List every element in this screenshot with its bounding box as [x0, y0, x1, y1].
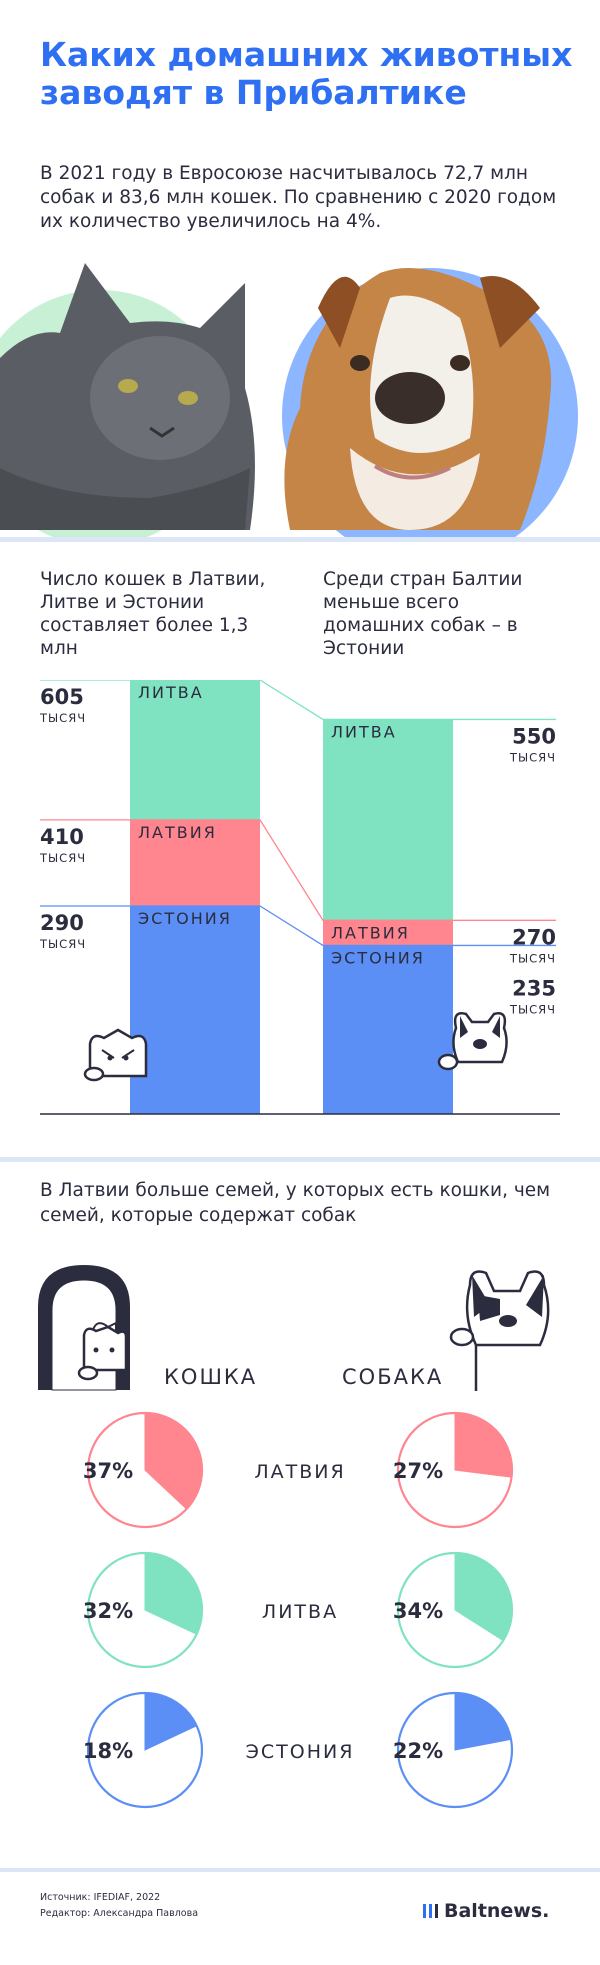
cat-peek-icon	[83, 1028, 148, 1082]
value-label-cats: 290	[40, 911, 84, 935]
families-heading: В Латвии больше семей, у которых есть ко…	[40, 1180, 551, 1226]
dog-head-icon	[449, 1270, 550, 1391]
dog-photo	[284, 268, 552, 530]
bar-segment	[323, 945, 453, 1114]
bar-segment	[130, 905, 260, 1114]
pie-value-label: 32%	[83, 1599, 133, 1623]
pie-value-label: 27%	[393, 1459, 443, 1483]
section-divider	[0, 537, 600, 542]
connector-line	[40, 819, 556, 921]
unit-label: ТЫСЯЧ	[39, 937, 86, 951]
bar-segment	[323, 920, 453, 946]
pie-slice	[454, 1552, 513, 1642]
dogs-heading: Среди стран Балтии меньше всего домашних…	[323, 569, 523, 659]
connector-line	[40, 905, 556, 947]
value-label-dogs: 550	[512, 724, 556, 748]
pie-value-label: 22%	[393, 1739, 443, 1763]
pie-value-label: 18%	[83, 1739, 133, 1763]
country-label: ЛАТВИЯ	[254, 1461, 345, 1483]
bar-chart: ЛИТВА ЛИТВА ЛАТВИЯ ЛАТВИЯ ЭСТОНИЯ ЭСТОНИЯ 605 Т…	[39, 680, 560, 1115]
bar-segment	[323, 719, 453, 921]
pie-slice	[144, 1412, 203, 1510]
pie-slice	[144, 1692, 198, 1751]
unit-label: ТЫСЯЧ	[39, 851, 86, 865]
source-note: Источник: IFEDIAF, 2022 Редактор: Алекса…	[40, 1890, 198, 1922]
dog-label: СОБАКА	[342, 1365, 444, 1389]
value-label-cats: 410	[40, 825, 84, 849]
pie-value-label: 37%	[83, 1459, 133, 1483]
cat-label: КОШКА	[164, 1365, 258, 1389]
unit-label: ТЫСЯЧ	[509, 1002, 556, 1016]
pie-value-label: 34%	[393, 1599, 443, 1623]
bar-segment-label: ЛИТВА	[331, 722, 397, 741]
source-line: Источник: IFEDIAF, 2022	[40, 1892, 161, 1903]
cat-photo	[0, 263, 255, 530]
pie-chart: ЛАТВИЯ 37% 27% ЛИТВА 32% 34% ЭСТОНИЯ 18% 22%	[83, 1411, 514, 1809]
species-icons	[38, 1265, 550, 1391]
cat-door-icon	[38, 1265, 130, 1391]
unit-label: ТЫСЯЧ	[509, 951, 556, 965]
bar-segment-label: ЭСТОНИЯ	[331, 948, 425, 967]
bar-segment	[130, 680, 260, 820]
unit-label: ТЫСЯЧ	[39, 711, 86, 725]
bar-segment	[130, 819, 260, 906]
brand-logo: Baltnews.	[423, 1900, 549, 1922]
bar-segment-label: ЛАТВИЯ	[138, 823, 217, 842]
pie-slice	[144, 1552, 203, 1635]
country-label: ЛИТВА	[262, 1601, 338, 1623]
bar-segment-label: ЛИТВА	[138, 683, 204, 702]
connector-line	[40, 680, 556, 721]
value-label-cats: 605	[40, 685, 84, 709]
footer-divider	[0, 1868, 600, 1872]
section-divider	[0, 1157, 600, 1162]
bar-segment-label: ЛАТВИЯ	[331, 923, 410, 942]
pie-slice	[454, 1692, 512, 1751]
unit-label: ТЫСЯЧ	[509, 750, 556, 764]
intro-text: В 2021 году в Евросоюзе насчитывалось 72…	[40, 163, 557, 232]
editor-line: Редактор: Александра Павлова	[40, 1908, 199, 1919]
pie-slice	[454, 1412, 513, 1478]
country-label: ЭСТОНИЯ	[246, 1741, 355, 1763]
dog-peek-icon	[437, 1012, 508, 1071]
pets-illustration	[0, 263, 578, 538]
logo-text: Baltnews.	[444, 1900, 550, 1922]
cats-heading: Число кошек в Латвии, Литве и Эстонии со…	[40, 569, 266, 659]
page-title: Каких домашних животных заводят в Прибал…	[40, 35, 573, 112]
value-label-dogs: 235	[512, 976, 556, 1000]
value-label-dogs: 270	[512, 925, 556, 949]
logo-bars-icon	[423, 1904, 438, 1918]
bar-segment-label: ЭСТОНИЯ	[138, 909, 232, 928]
